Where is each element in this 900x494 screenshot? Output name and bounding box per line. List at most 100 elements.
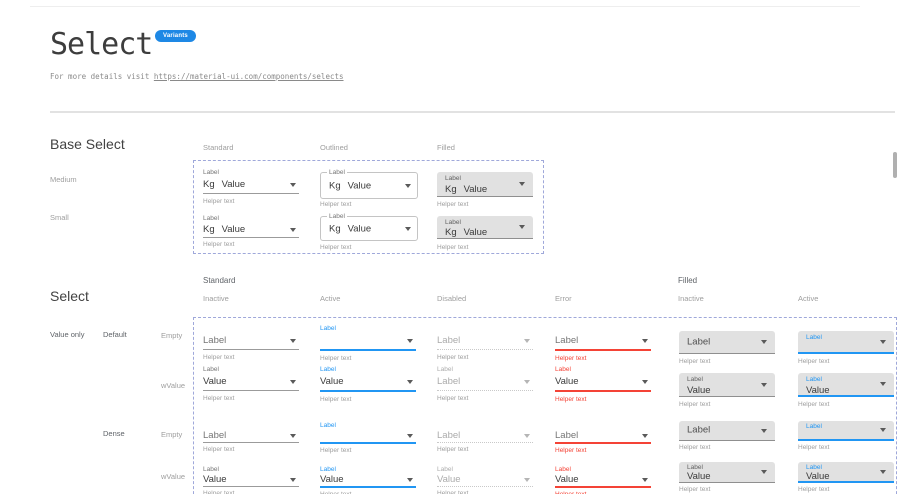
- standard-select-field[interactable]: Label: [203, 430, 299, 443]
- field-label: Label: [445, 219, 461, 226]
- select-filled-dense-inactive-empty-field[interactable]: Label: [679, 421, 775, 441]
- select-filled-dense-active-empty-field[interactable]: Label: [798, 421, 894, 441]
- column-header-standard: Standard: [203, 143, 234, 152]
- helper-text: Helper text: [203, 490, 235, 494]
- standard-select-field[interactable]: Value: [555, 474, 651, 488]
- field-label: Label: [445, 175, 461, 182]
- field-label: Label: [687, 376, 703, 383]
- group-header-filled: Filled: [678, 276, 698, 285]
- standard-select-field[interactable]: Label: [437, 430, 533, 443]
- select-standard-inactive-wvalue: Label Value Helper text: [203, 366, 299, 402]
- column-header-filled: Filled: [437, 143, 455, 152]
- base-filled-small-field[interactable]: Label Kg Value: [437, 216, 533, 239]
- helper-text: Helper text: [555, 447, 587, 454]
- column-header-standard-active: Active: [320, 294, 341, 303]
- standard-select-field[interactable]: Value: [203, 374, 299, 391]
- dropdown-arrow-icon: [761, 470, 767, 474]
- field-value: Value: [555, 474, 579, 485]
- field-label-slot: [203, 422, 299, 430]
- base-select-variant-frame: [193, 160, 544, 254]
- field-value: Value: [806, 471, 830, 482]
- row-label-empty-dense: Empty: [161, 430, 183, 439]
- helper-text: Helper text: [679, 486, 711, 493]
- select-filled-inactive-wvalue-field[interactable]: Label Value: [679, 373, 775, 397]
- field-label: Label: [437, 466, 453, 473]
- standard-select-field[interactable]: Label: [555, 430, 651, 444]
- field-value: Value: [221, 224, 246, 235]
- helper-text: Helper text: [320, 447, 352, 454]
- field-value: Kg Value: [329, 223, 372, 234]
- base-outlined-small-field[interactable]: Label Kg Value: [320, 213, 418, 241]
- dropdown-arrow-icon: [642, 339, 648, 343]
- top-border-line: [30, 6, 860, 7]
- standard-select-field[interactable]: Label: [437, 374, 533, 391]
- base-standard-small: Label Kg Value Helper text: [203, 215, 299, 248]
- standard-select-field[interactable]: Label: [555, 333, 651, 351]
- helper-text: Helper text: [679, 444, 711, 451]
- dropdown-arrow-icon: [405, 183, 411, 188]
- standard-select-field[interactable]: Value: [320, 474, 416, 488]
- base-standard-medium: Label Kg Value Helper text: [203, 169, 299, 205]
- dropdown-arrow-icon: [407, 434, 413, 438]
- helper-text: Helper text: [320, 491, 416, 494]
- dropdown-arrow-icon: [642, 478, 648, 482]
- standard-select-field[interactable]: Label: [203, 333, 299, 350]
- helper-text: Helper text: [203, 446, 235, 453]
- select-standard-error-wvalue: Label Value Helper text: [555, 366, 651, 403]
- variants-badge[interactable]: Variants: [155, 30, 196, 42]
- dropdown-arrow-icon: [290, 228, 296, 232]
- standard-select-field[interactable]: Kg Value: [203, 177, 299, 194]
- select-filled-active-wvalue-field[interactable]: Label Value: [798, 373, 894, 397]
- select-filled-dense-inactive-wvalue-field[interactable]: Label Value: [679, 462, 775, 483]
- standard-select-field[interactable]: Value: [437, 474, 533, 487]
- field-label: Label: [437, 366, 453, 373]
- helper-text: Helper text: [437, 354, 469, 361]
- section-divider: [50, 111, 895, 113]
- base-outlined-medium-field[interactable]: Label Kg Value: [320, 169, 418, 199]
- standard-select-field[interactable]: Label: [437, 333, 533, 350]
- standard-select-field[interactable]: Value: [555, 374, 651, 392]
- helper-text: Helper text: [555, 491, 651, 494]
- standard-select-field[interactable]: Value: [320, 374, 416, 392]
- base-filled-medium-field[interactable]: Label Kg Value: [437, 172, 533, 197]
- row-label-wvalue: wValue: [161, 381, 186, 390]
- row-label-wvalue-dense: wValue: [161, 472, 186, 481]
- field-label: Label: [687, 464, 703, 471]
- field-label: Label: [203, 366, 219, 373]
- field-placeholder: Label: [555, 335, 579, 346]
- select-filled-dense-active-wvalue-field[interactable]: Label Value: [798, 462, 894, 483]
- column-header-filled-inactive: Inactive: [678, 294, 704, 303]
- row-label-medium: Medium: [50, 175, 77, 184]
- standard-select-field[interactable]: Value: [203, 474, 299, 487]
- field-label-slot: [437, 325, 533, 333]
- dropdown-arrow-icon: [524, 380, 530, 384]
- standard-select-field[interactable]: [320, 333, 416, 351]
- helper-text: Helper text: [203, 395, 235, 402]
- standard-select-field[interactable]: [320, 430, 416, 444]
- field-value: Value: [221, 179, 246, 190]
- helper-text: Helper text: [320, 355, 352, 362]
- dropdown-arrow-icon: [880, 382, 886, 386]
- field-value: Value: [555, 376, 579, 387]
- column-header-filled-active: Active: [798, 294, 819, 303]
- helper-text: Helper text: [798, 358, 830, 365]
- subtitle-text: For more details visit: [50, 72, 154, 81]
- helper-text: Helper text: [555, 355, 587, 362]
- field-placeholder: Label: [437, 430, 461, 441]
- select-filled-inactive-empty-field[interactable]: Label: [679, 331, 775, 354]
- helper-text: Helper text: [798, 401, 830, 408]
- field-label: Label: [555, 366, 571, 373]
- helper-text: Helper text: [798, 444, 830, 451]
- page-title: Select: [50, 27, 153, 62]
- subtitle-link[interactable]: https://material-ui.com/components/selec…: [153, 72, 344, 81]
- select-standard-error-empty: Label Helper text: [555, 325, 651, 362]
- helper-text: Helper text: [437, 395, 469, 402]
- field-label-slot: [203, 325, 299, 333]
- select-dense-error-wvalue: Label Value Helper text: [555, 466, 651, 494]
- dropdown-arrow-icon: [880, 339, 886, 344]
- standard-select-field[interactable]: Kg Value: [203, 223, 299, 238]
- field-label: Label: [327, 169, 347, 177]
- select-filled-active-empty-field[interactable]: Label: [798, 331, 894, 354]
- scrollbar-thumb[interactable]: [893, 152, 897, 178]
